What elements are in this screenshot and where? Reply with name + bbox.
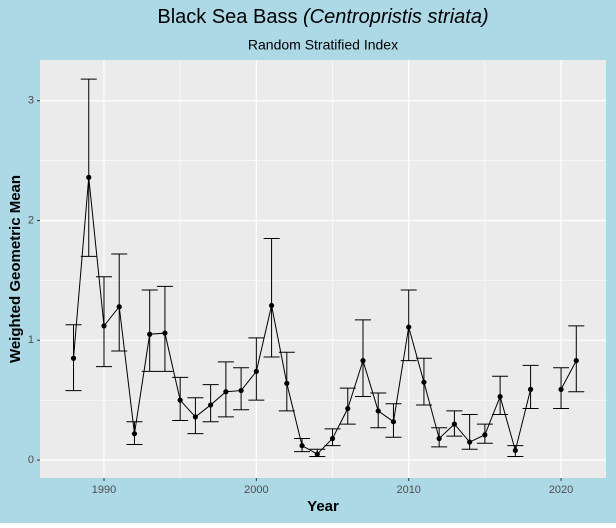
data-point (497, 393, 503, 400)
title-species: (Centropristis striata) (303, 6, 489, 28)
title-main: Black Sea Bass (157, 6, 297, 28)
data-point (421, 379, 427, 385)
data-point (101, 323, 107, 329)
data-point (375, 408, 381, 414)
chart-subtitle: Random Stratified Index (248, 37, 398, 53)
data-point (406, 324, 412, 330)
data-point (558, 386, 564, 392)
y-tick-label: 3 (28, 95, 34, 107)
x-tick-label: 1990 (92, 484, 116, 496)
data-point (223, 389, 229, 395)
data-point (299, 443, 305, 449)
data-point (467, 439, 473, 445)
data-point (253, 368, 259, 375)
y-tick-label: 1 (28, 334, 34, 346)
data-point (268, 302, 275, 309)
data-point (573, 358, 579, 364)
data-point (527, 386, 534, 392)
y-tick-label: 0 (28, 454, 34, 466)
error-bar (263, 237, 280, 358)
data-point (147, 331, 153, 337)
data-point (451, 421, 458, 427)
x-tick-label: 2010 (396, 484, 420, 496)
data-point (360, 358, 366, 364)
data-point (86, 174, 92, 180)
error-bar (80, 78, 97, 257)
y-axis-title: Weighted Geometric Mean (7, 175, 24, 363)
data-point (208, 402, 214, 408)
error-bar (95, 276, 112, 368)
x-tick-label: 2000 (244, 484, 268, 496)
error-bar (141, 289, 158, 372)
plot-panel (40, 60, 606, 478)
data-point (436, 435, 442, 442)
data-point (512, 447, 518, 454)
data-point (116, 304, 122, 310)
data-point (131, 431, 138, 437)
error-bar (111, 253, 128, 352)
y-tick-label: 2 (28, 214, 34, 226)
error-bar (156, 285, 173, 372)
data-point (314, 451, 320, 457)
x-axis-title: Year (307, 498, 339, 515)
chart-title: Black Sea Bass (Centropristis striata) (157, 6, 488, 28)
data-point (238, 387, 244, 394)
data-point (390, 419, 397, 425)
data-point (482, 432, 488, 438)
data-point (345, 405, 351, 412)
data-point (162, 330, 168, 336)
data-point (192, 414, 199, 420)
data-point (284, 380, 290, 386)
data-point (329, 435, 336, 442)
data-point (70, 355, 77, 361)
x-tick-label: 2020 (549, 484, 573, 496)
data-point (177, 397, 183, 403)
